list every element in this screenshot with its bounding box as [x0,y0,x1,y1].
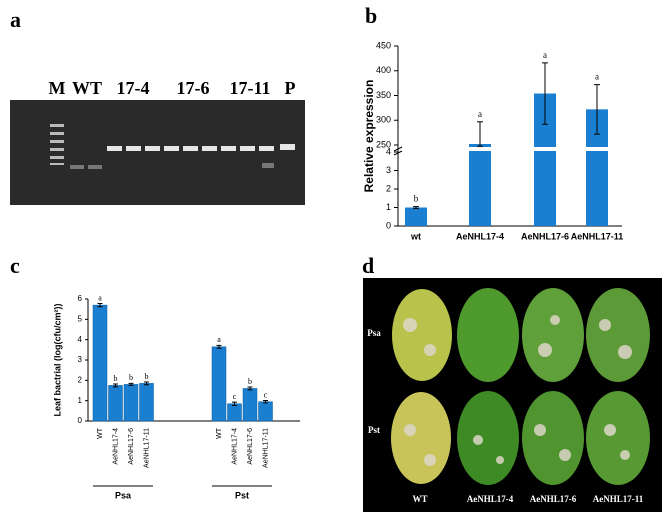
column-label: WT [412,494,427,504]
bar [405,207,427,226]
lesions [403,315,632,466]
bar [108,385,123,422]
significance-letter: a [98,293,102,302]
x-tick-label: wt [410,231,421,241]
x-tick-label: AeNHL17-4 [456,231,504,241]
error-bar [113,383,118,388]
significance-letter: a [478,109,482,119]
error-bar [413,206,419,209]
x-tick-label: AeNHL17-4 [112,428,119,465]
error-bar [247,386,253,391]
error-bar [232,401,237,406]
x-tick-label: AeNHL17-6 [521,231,569,241]
significance-letter: a [543,50,547,60]
bar [586,109,608,226]
column-label: AeNHL17-4 [467,494,514,504]
row-label: Psa [367,328,381,338]
error-bar [128,382,134,386]
significance-letter: b [114,374,118,383]
significance-letter: b [248,377,252,386]
bar [123,384,139,422]
lane-label: M [49,78,66,98]
y-tick-label: 0 [386,220,391,230]
column-label: AeNHL17-11 [593,494,644,504]
x-tick-label: AeNHL17-11 [143,428,150,468]
x-tick-label: AeNHL17-6 [247,428,254,465]
error-bar [97,302,103,308]
y-tick-label: 3 [78,355,83,364]
error-bar [542,62,548,125]
y-tick-label: 6 [78,294,83,303]
y-tick-label: 0 [78,416,83,425]
y-tick-label: 4 [386,146,391,156]
significance-letter: c [233,392,237,401]
error-bar [477,121,483,147]
significance-letter: a [595,72,599,82]
x-tick-label: AeNHL17-11 [571,231,624,241]
x-tick-label: WT [97,427,104,439]
bar [139,383,154,422]
bar [534,93,556,227]
gel-faint [70,163,274,169]
panel-label: b [365,3,377,28]
x-tick-label: AeNHL17-6 [128,428,135,465]
bar [211,346,227,422]
error-bar [216,344,222,349]
leaves [391,288,650,485]
bar [242,388,258,422]
gel-bands [107,144,295,151]
y-tick-label: 250 [376,139,391,149]
significance-letter: b [145,372,149,381]
y-axis-title: Leaf bactrial (log(cfu/cm²)) [52,303,62,416]
y-tick-label: 2 [78,375,83,384]
significance-letter: b [414,194,419,204]
gel-image [10,100,305,205]
y-tick-label: 1 [78,396,83,405]
x-tick-label: WT [216,427,223,439]
bar [258,401,273,422]
significance-letter: a [217,335,221,344]
y-tick-label: 1 [386,202,391,212]
group-label: Psa [115,490,132,500]
bar [92,304,108,422]
y-tick-label: 4 [78,335,83,344]
x-tick-label: AeNHL17-4 [231,428,238,465]
error-bar [263,399,268,404]
y-tick-label: 300 [376,115,391,125]
y-tick-label: 400 [376,65,391,75]
panel-label: a [10,7,21,32]
lane-label: P [285,78,296,98]
bar [227,403,242,422]
y-tick-label: 5 [78,314,83,323]
row-label: Pst [368,425,380,435]
panel-label: d [362,253,374,278]
lane-label: 17-11 [229,78,270,98]
panel-label: c [10,253,20,278]
significance-letter: b [129,373,133,382]
axis-break [399,147,623,151]
y-tick-label: 450 [376,40,391,50]
lane-label: 17-6 [177,78,210,98]
significance-letter: c [264,390,268,399]
group-label: Pst [235,490,249,500]
gel-ladder [50,124,64,165]
column-label: AeNHL17-6 [530,494,577,504]
y-tick-label: 350 [376,90,391,100]
y-tick-label: 3 [386,165,391,175]
error-bar [594,84,600,135]
lane-label: WT [72,78,102,98]
bar [469,144,491,226]
x-tick-label: AeNHL17-11 [262,428,269,468]
axis-break-mark [393,146,403,156]
y-tick-label: 2 [386,183,391,193]
error-bar [144,381,149,386]
y-axis-title: Relative expression [362,80,376,193]
lane-label: 17-4 [117,78,150,98]
